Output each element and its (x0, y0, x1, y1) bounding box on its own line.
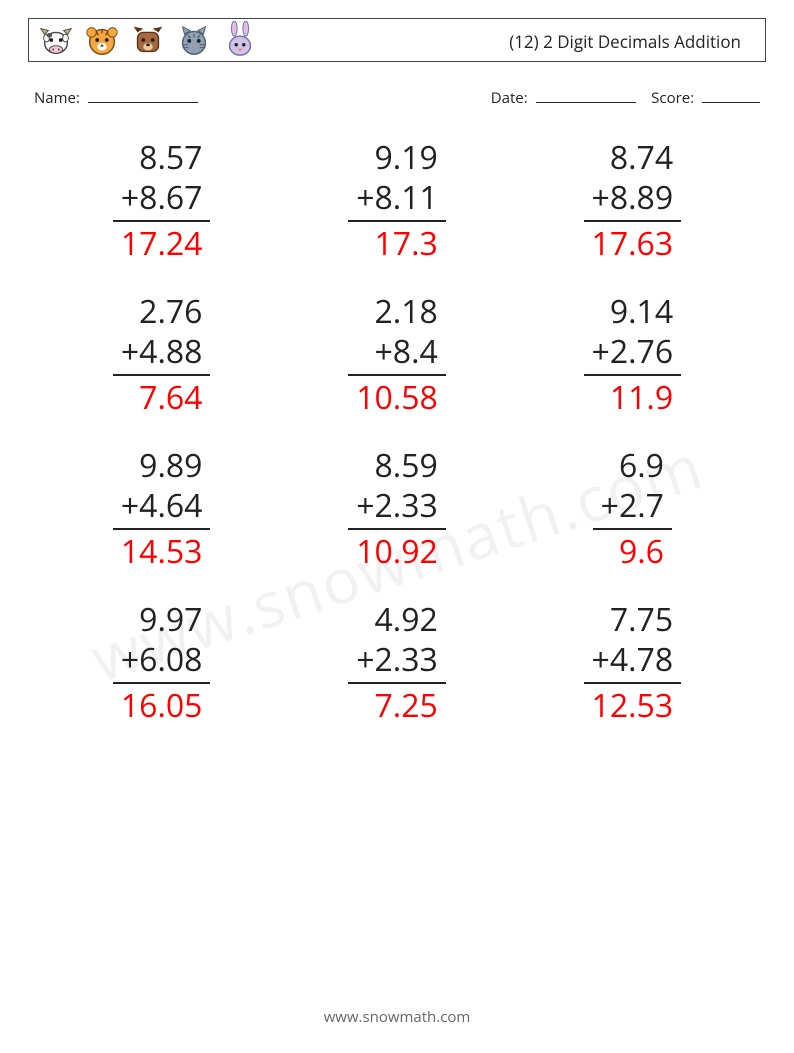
problem: 8.59+2.3310.92 (279, 446, 514, 572)
rabbit-icon (221, 21, 259, 59)
answer: 9.6 (593, 530, 672, 572)
operand-add: +4.78 (584, 640, 682, 684)
animal-icons-row (37, 21, 259, 59)
problem-inner: 9.14+2.7611.9 (584, 292, 682, 418)
operand-add: +4.88 (113, 332, 211, 376)
operand-add: +2.7 (593, 486, 672, 530)
operand-top: 2.18 (348, 292, 446, 332)
problem-inner: 8.57+8.6717.24 (113, 138, 211, 264)
operand-add: +8.89 (584, 178, 682, 222)
score-label: Score: (651, 88, 694, 108)
problem-inner: 2.76+4.887.64 (113, 292, 211, 418)
operand-top: 4.92 (348, 600, 446, 640)
cat-icon (175, 21, 213, 59)
operand-add: +2.33 (348, 640, 446, 684)
problem-inner: 6.9+2.79.6 (593, 446, 672, 572)
problem: 9.14+2.7611.9 (515, 292, 750, 418)
operand-top: 9.14 (584, 292, 682, 332)
problem-inner: 2.18+8.410.58 (348, 292, 446, 418)
answer: 14.53 (113, 530, 211, 572)
score-blank[interactable] (702, 88, 760, 103)
answer: 10.58 (348, 376, 446, 418)
name-field: Name: (34, 88, 198, 108)
operand-add: +4.64 (113, 486, 211, 530)
answer: 11.9 (584, 376, 682, 418)
operand-add: +2.76 (584, 332, 682, 376)
operand-add: +6.08 (113, 640, 211, 684)
cow-icon (37, 21, 75, 59)
problem: 4.92+2.337.25 (279, 600, 514, 726)
operand-top: 8.59 (348, 446, 446, 486)
problem: 9.89+4.6414.53 (44, 446, 279, 572)
tiger-icon (83, 21, 121, 59)
date-label: Date: (491, 88, 528, 108)
answer: 16.05 (113, 684, 211, 726)
header-box: (12) 2 Digit Decimals Addition (28, 18, 766, 62)
operand-add: +2.33 (348, 486, 446, 530)
problem: 9.97+6.0816.05 (44, 600, 279, 726)
answer: 17.3 (348, 222, 446, 264)
problem-inner: 9.19+8.1117.3 (348, 138, 446, 264)
operand-add: +8.4 (348, 332, 446, 376)
worksheet-title: (12) 2 Digit Decimals Addition (509, 19, 741, 63)
problem: 8.57+8.6717.24 (44, 138, 279, 264)
problem: 8.74+8.8917.63 (515, 138, 750, 264)
answer: 7.64 (113, 376, 211, 418)
answer: 7.25 (348, 684, 446, 726)
problem: 2.76+4.887.64 (44, 292, 279, 418)
problem-inner: 9.97+6.0816.05 (113, 600, 211, 726)
operand-top: 8.74 (584, 138, 682, 178)
problem-inner: 8.59+2.3310.92 (348, 446, 446, 572)
answer: 17.63 (584, 222, 682, 264)
operand-add: +8.11 (348, 178, 446, 222)
problem: 6.9+2.79.6 (515, 446, 750, 572)
operand-top: 9.89 (113, 446, 211, 486)
problem-inner: 7.75+4.7812.53 (584, 600, 682, 726)
operand-top: 7.75 (584, 600, 682, 640)
operand-top: 2.76 (113, 292, 211, 332)
worksheet-page: www.snowmath.com (0, 0, 794, 1053)
problem: 9.19+8.1117.3 (279, 138, 514, 264)
problem-inner: 9.89+4.6414.53 (113, 446, 211, 572)
answer: 17.24 (113, 222, 211, 264)
footer: www.snowmath.com (0, 1007, 794, 1027)
operand-top: 6.9 (593, 446, 672, 486)
answer: 12.53 (584, 684, 682, 726)
date-score-field: Date: Score: (491, 88, 760, 108)
dog-icon (129, 21, 167, 59)
name-label: Name: (34, 88, 80, 108)
problems-grid: 8.57+8.6717.24 9.19+8.1117.3 8.74+8.8917.6… (44, 138, 750, 726)
operand-top: 9.19 (348, 138, 446, 178)
operand-top: 9.97 (113, 600, 211, 640)
operand-add: +8.67 (113, 178, 211, 222)
answer: 10.92 (348, 530, 446, 572)
date-blank[interactable] (536, 88, 636, 103)
problem-inner: 4.92+2.337.25 (348, 600, 446, 726)
operand-top: 8.57 (113, 138, 211, 178)
problem-inner: 8.74+8.8917.63 (584, 138, 682, 264)
problem: 7.75+4.7812.53 (515, 600, 750, 726)
name-blank[interactable] (88, 88, 198, 103)
problem: 2.18+8.410.58 (279, 292, 514, 418)
